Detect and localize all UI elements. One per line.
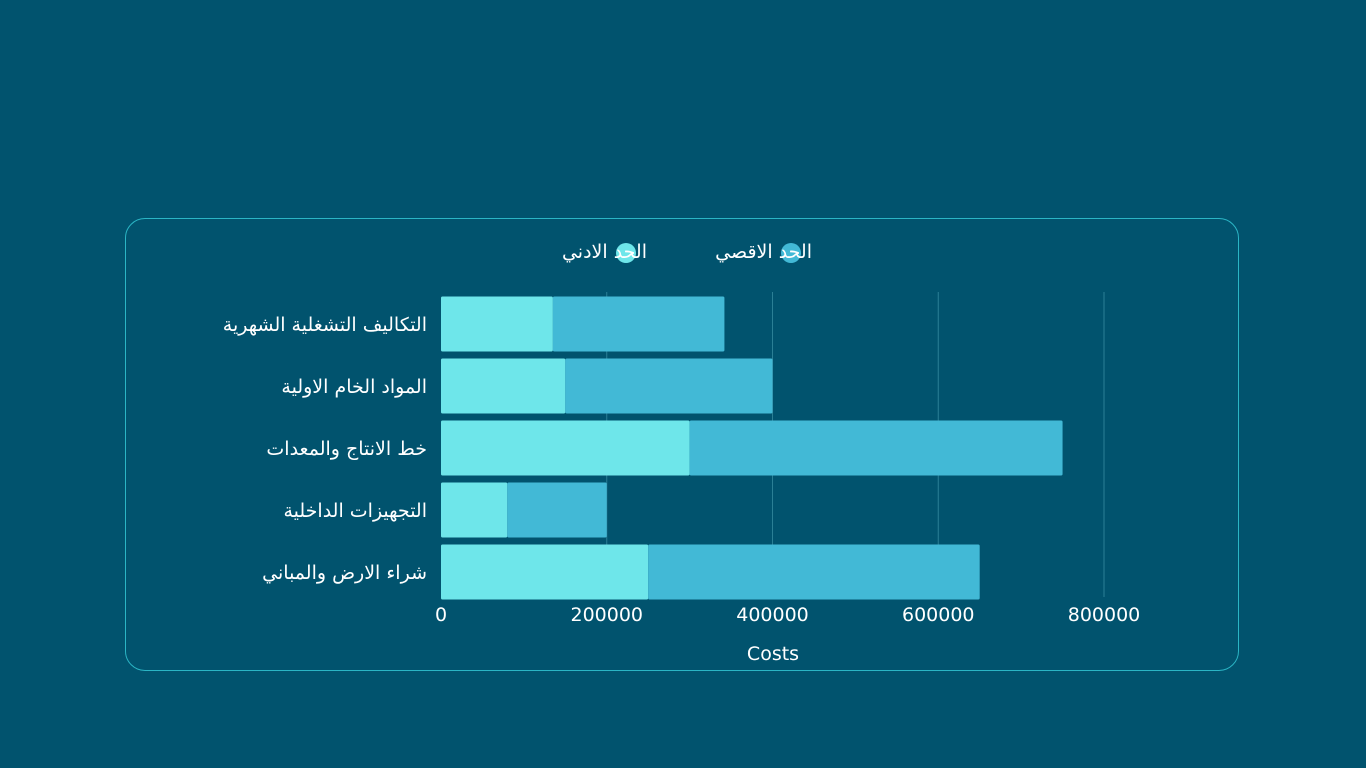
x-tick-labels: 0 200000 400000 600000 800000: [435, 604, 1140, 626]
category-label: التكاليف التشغلية الشهرية: [223, 314, 427, 336]
bar-segment-min[interactable]: [441, 482, 508, 538]
x-tick-label: 600000: [902, 604, 975, 626]
x-axis-title: Costs: [747, 643, 799, 665]
x-tick-label: 400000: [736, 604, 809, 626]
category-label: التجهيزات الداخلية: [283, 500, 427, 522]
bar-segment-max[interactable]: [689, 420, 1063, 476]
bar-segment-max[interactable]: [648, 544, 980, 600]
bar-segment-min[interactable]: [441, 420, 690, 476]
legend-label-max: الحد الاقصي: [715, 241, 812, 263]
legend-item-min[interactable]: الحد الادني: [562, 241, 647, 263]
bar-segment-max[interactable]: [552, 296, 725, 352]
category-label: المواد الخام الاولية: [281, 376, 427, 398]
bar-segment-min[interactable]: [441, 358, 566, 414]
x-tick-label: 200000: [570, 604, 643, 626]
x-tick-label: 0: [435, 604, 447, 626]
legend-swatch-min: [616, 243, 636, 263]
bar-segment-max[interactable]: [507, 482, 607, 538]
legend-item-max[interactable]: الحد الاقصي: [715, 241, 812, 263]
category-label: شراء الارض والمباني: [262, 562, 427, 584]
x-tick-label: 800000: [1068, 604, 1141, 626]
bar-segment-min[interactable]: [441, 544, 649, 600]
category-labels: التكاليف التشغلية الشهرية المواد الخام ال…: [223, 314, 427, 584]
legend-label-min: الحد الادني: [562, 241, 647, 263]
chart-card: [125, 218, 1239, 671]
bar-segment-min[interactable]: [441, 296, 553, 352]
category-label: خط الانتاج والمعدات: [266, 438, 427, 460]
legend: الحد الاقصي الحد الادني: [562, 241, 812, 263]
bar-segment-max[interactable]: [565, 358, 773, 414]
legend-swatch-max: [781, 243, 801, 263]
bars-layer: [441, 296, 1063, 600]
